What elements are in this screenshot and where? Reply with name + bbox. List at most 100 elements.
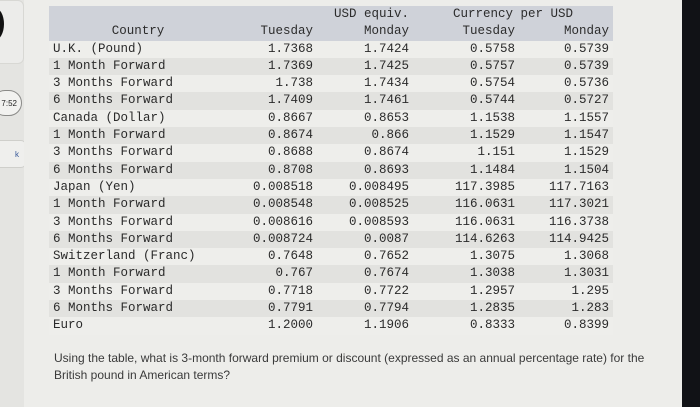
- country-cell: 3 Months Forward: [53, 283, 174, 298]
- usd-monday-column-header: Monday: [363, 24, 409, 39]
- currency-tuesday-cell: 116.0631: [454, 214, 515, 229]
- currency-tuesday-cell: 1.1538: [469, 110, 515, 125]
- timer-label: 7:52: [1, 98, 17, 108]
- usd-monday-cell: 0.7652: [363, 249, 409, 264]
- currency-tuesday-cell: 1.3038: [469, 266, 515, 281]
- currency-monday-cell: 0.5736: [563, 76, 609, 91]
- currency-tuesday-cell: 114.6263: [454, 231, 515, 246]
- currency-tuesday-cell: 0.5744: [469, 93, 515, 108]
- usd-monday-cell: 0.8693: [363, 162, 409, 177]
- table-body: U.K. (Pound) 1.7368 1.7424 0.5758 0.5739 1 Mo…: [49, 40, 613, 335]
- sidebar-button[interactable]: k: [0, 140, 26, 168]
- usd-monday-cell: 0.8653: [363, 110, 409, 125]
- table-row: 3 Months Forward 0.7718 0.7722 1.2957 1.295: [49, 282, 613, 301]
- exchange-rate-table: USD equiv. Currency per USD Country Tues…: [49, 6, 613, 335]
- currency-monday-cell: 0.8399: [563, 318, 609, 333]
- currency-tuesday-cell: 1.151: [477, 145, 515, 160]
- country-cell: 6 Months Forward: [53, 301, 174, 316]
- usd-tuesday-column-header: Tuesday: [260, 24, 313, 39]
- usd-tuesday-cell: 0.7648: [267, 249, 313, 264]
- country-cell: 6 Months Forward: [53, 231, 174, 246]
- usd-monday-cell: 0.7674: [363, 266, 409, 281]
- question-content: USD equiv. Currency per USD Country Tues…: [24, 0, 682, 407]
- usd-monday-cell: 0.008525: [348, 197, 409, 212]
- usd-tuesday-cell: 0.767: [275, 266, 313, 281]
- currency-monday-cell: 1.1547: [563, 128, 609, 143]
- group-header-row: USD equiv. Currency per USD: [49, 6, 613, 24]
- usd-monday-cell: 1.7434: [363, 76, 409, 91]
- usd-tuesday-cell: 1.738: [275, 76, 313, 91]
- question-text: Using the table, what is 3-month forward…: [54, 351, 645, 382]
- table-row: Euro 1.2000 1.1906 0.8333 0.8399: [49, 317, 613, 335]
- table-row: Japan (Yen) 0.008518 0.008495 117.3985 117.7…: [49, 178, 613, 197]
- table-row: Switzerland (Franc) 0.7648 0.7652 1.3075 1.3…: [49, 248, 613, 266]
- table-row: 3 Months Forward 0.8688 0.8674 1.151 1.1529: [49, 144, 613, 162]
- table-row: 3 Months Forward 0.008616 0.008593 116.0631…: [49, 213, 613, 231]
- usd-tuesday-cell: 0.8708: [267, 162, 313, 177]
- currency-tuesday-cell: 1.3075: [469, 249, 515, 264]
- usd-tuesday-cell: 0.8674: [267, 128, 313, 143]
- usd-monday-cell: 1.7424: [363, 41, 409, 56]
- currency-tuesday-cell: 0.5754: [469, 76, 515, 91]
- table-row: 3 Months Forward 1.738 1.7434 0.5754 0.5736: [49, 75, 613, 93]
- currency-monday-cell: 1.3031: [563, 266, 609, 281]
- country-cell: Switzerland (Franc): [53, 249, 196, 264]
- usd-tuesday-cell: 1.7369: [267, 58, 313, 73]
- table-row: U.K. (Pound) 1.7368 1.7424 0.5758 0.5739: [49, 40, 613, 58]
- table-row: 6 Months Forward 0.008724 0.0087 114.6263 11…: [49, 230, 613, 249]
- sidebar-button-label: k: [15, 149, 19, 159]
- currency-monday-cell: 117.3021: [548, 197, 609, 212]
- currency-tuesday-cell: 0.5757: [469, 58, 515, 73]
- usd-tuesday-cell: 1.2000: [267, 318, 313, 333]
- country-cell: Euro: [53, 318, 84, 333]
- column-header-row: Country Tuesday Monday Tuesday Monday: [49, 23, 613, 41]
- currency-monday-cell: 117.7163: [548, 179, 609, 194]
- country-cell: 6 Months Forward: [53, 93, 174, 108]
- usd-monday-cell: 0.866: [371, 128, 409, 143]
- currency-per-usd-header: Currency per USD: [452, 7, 574, 21]
- currency-tuesday-cell: 0.8333: [469, 318, 515, 333]
- table-row: 6 Months Forward 1.7409 1.7461 0.5744 0.5727: [49, 92, 613, 110]
- usd-monday-cell: 0.008495: [348, 179, 409, 194]
- currency-monday-cell: 1.1504: [563, 162, 609, 177]
- country-cell: 3 Months Forward: [53, 214, 174, 229]
- usd-tuesday-cell: 0.8688: [267, 145, 313, 160]
- country-cell: 3 Months Forward: [53, 76, 174, 91]
- country-column-header: Country: [111, 24, 165, 39]
- left-sidebar: 7:52 k: [0, 0, 26, 407]
- usd-tuesday-cell: 0.7718: [267, 283, 313, 298]
- usd-tuesday-cell: 0.7791: [267, 301, 313, 316]
- usd-tuesday-cell: 0.8667: [267, 110, 313, 125]
- usd-monday-cell: 0.7794: [363, 301, 409, 316]
- currency-tuesday-cell: 1.2957: [469, 283, 515, 298]
- currency-monday-cell: 1.283: [571, 301, 609, 316]
- table-row: 1 Month Forward 0.008548 0.008525 116.0631 1…: [49, 196, 613, 214]
- currency-tuesday-cell: 116.0631: [454, 197, 515, 212]
- currency-monday-column-header: Monday: [563, 24, 609, 39]
- timer-badge: 7:52: [0, 90, 22, 116]
- country-cell: 1 Month Forward: [53, 266, 166, 281]
- country-cell: U.K. (Pound): [53, 41, 144, 56]
- usd-monday-cell: 1.7461: [363, 93, 409, 108]
- country-cell: 3 Months Forward: [53, 145, 174, 160]
- usd-monday-cell: 1.1906: [363, 318, 409, 333]
- currency-monday-cell: 1.1529: [563, 145, 609, 160]
- currency-monday-cell: 0.5727: [563, 93, 609, 108]
- country-cell: Canada (Dollar): [53, 110, 166, 125]
- currency-monday-cell: 0.5739: [563, 41, 609, 56]
- country-cell: 6 Months Forward: [53, 162, 174, 177]
- sidebar-card: [0, 0, 24, 64]
- currency-tuesday-cell: 1.1484: [469, 162, 515, 177]
- usd-monday-cell: 0.008593: [348, 214, 409, 229]
- table-row: 6 Months Forward 0.8708 0.8693 1.1484 1.1504: [49, 161, 613, 179]
- country-cell: 1 Month Forward: [53, 128, 166, 143]
- usd-monday-cell: 1.7425: [363, 58, 409, 73]
- currency-tuesday-cell: 1.2835: [469, 301, 515, 316]
- usd-tuesday-cell: 1.7368: [267, 41, 313, 56]
- usd-equiv-header: USD equiv.: [333, 7, 409, 21]
- usd-tuesday-cell: 0.008548: [252, 197, 313, 212]
- country-cell: Japan (Yen): [53, 179, 136, 194]
- country-cell: 1 Month Forward: [53, 58, 166, 73]
- usd-tuesday-cell: 0.008518: [252, 179, 313, 194]
- table-row: 1 Month Forward 1.7369 1.7425 0.5757 0.5739: [49, 57, 613, 76]
